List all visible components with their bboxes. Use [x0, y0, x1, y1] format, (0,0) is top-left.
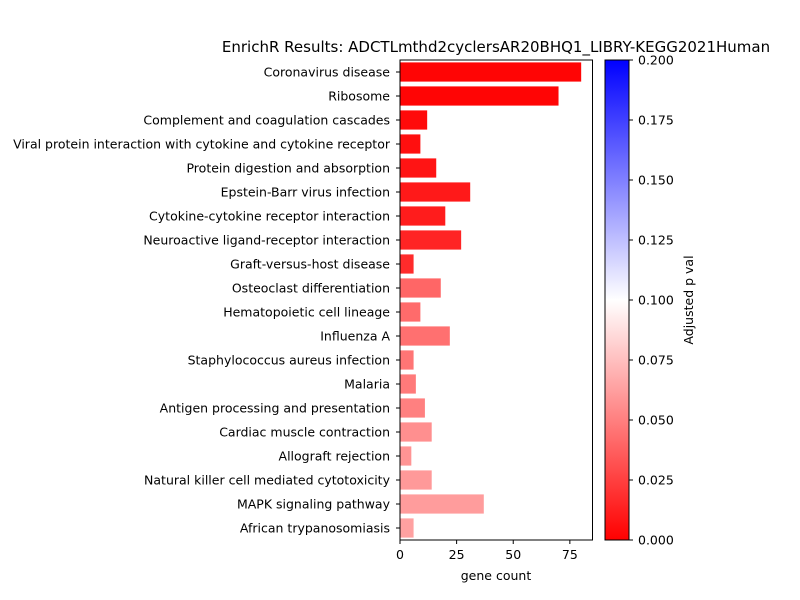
- category-label: African trypanosomiasis: [240, 521, 390, 536]
- colorbar-tick-label: 0.000: [638, 533, 674, 548]
- bar: [400, 470, 432, 490]
- bar: [400, 278, 441, 298]
- bar: [400, 398, 425, 418]
- category-label: Antigen processing and presentation: [160, 401, 390, 416]
- bar: [400, 350, 414, 370]
- category-label: Osteoclast differentiation: [232, 281, 390, 296]
- bar: [400, 446, 412, 466]
- category-label: MAPK signaling pathway: [237, 497, 391, 512]
- x-axis-label: gene count: [461, 568, 532, 583]
- colorbar-tick-label: 0.075: [638, 353, 674, 368]
- category-label: Influenza A: [320, 329, 390, 344]
- category-label: Protein digestion and absorption: [186, 161, 390, 176]
- bar: [400, 422, 432, 442]
- bar: [400, 254, 414, 274]
- colorbar-tick-label: 0.200: [638, 53, 674, 68]
- category-label: Natural killer cell mediated cytotoxicit…: [144, 473, 391, 488]
- x-tick-label: 25: [449, 547, 465, 562]
- colorbar-gradient: [604, 59, 630, 541]
- category-label: Staphylococcus aureus infection: [188, 353, 390, 368]
- category-label: Allograft rejection: [279, 449, 390, 464]
- bar: [400, 494, 484, 514]
- bars-layer: [400, 62, 582, 538]
- x-tick-label: 75: [562, 547, 578, 562]
- category-label: Coronavirus disease: [264, 65, 391, 80]
- bar: [400, 182, 471, 202]
- category-label: Graft-versus-host disease: [230, 257, 390, 272]
- category-label: Ribosome: [328, 89, 390, 104]
- x-tick-label: 50: [505, 547, 521, 562]
- colorbar-tick-label: 0.175: [638, 113, 674, 128]
- category-label: Neuroactive ligand-receptor interaction: [143, 233, 390, 248]
- plot-frame: [399, 59, 593, 541]
- colorbar-tick-label: 0.150: [638, 173, 674, 188]
- category-label: Cardiac muscle contraction: [219, 425, 390, 440]
- bar: [400, 302, 421, 322]
- bar: [400, 374, 416, 394]
- x-axis: 0 25 50 75: [396, 540, 578, 562]
- colorbar-tick-label: 0.100: [638, 293, 674, 308]
- x-tick-label: 0: [396, 547, 404, 562]
- category-label: Hematopoietic cell lineage: [223, 305, 390, 320]
- bar: [400, 86, 559, 106]
- category-labels: Coronavirus disease Ribosome Complement an…: [13, 65, 400, 536]
- category-label: Epstein-Barr virus infection: [221, 185, 390, 200]
- category-label: Malaria: [344, 377, 390, 392]
- bar: [400, 206, 446, 226]
- colorbar-label: Adjusted p val: [681, 255, 696, 344]
- bar: [400, 62, 582, 82]
- bar: [400, 158, 437, 178]
- bar: [400, 326, 450, 346]
- colorbar-tick-label: 0.125: [638, 233, 674, 248]
- chart-title: EnrichR Results: ADCTLmthd2cyclersAR20BH…: [222, 38, 770, 57]
- bar: [400, 518, 414, 538]
- category-label: Complement and coagulation cascades: [143, 113, 390, 128]
- category-label: Viral protein interaction with cytokine …: [13, 137, 391, 152]
- bar: [400, 110, 428, 130]
- bar: [400, 134, 421, 154]
- bar: [400, 230, 462, 250]
- category-label: Cytokine-cytokine receptor interaction: [149, 209, 390, 224]
- colorbar-tick-label: 0.025: [638, 473, 674, 488]
- colorbar: 0.000 0.025 0.050 0.075 0.100 0.125 0.150 0.175…: [604, 53, 674, 548]
- colorbar-tick-label: 0.050: [638, 413, 674, 428]
